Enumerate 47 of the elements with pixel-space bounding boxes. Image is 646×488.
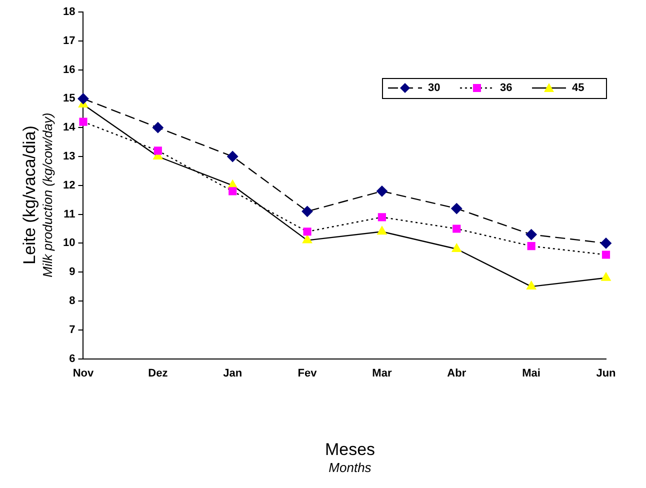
- y-tick-label: 13: [62, 150, 76, 163]
- point: [526, 229, 537, 240]
- x-tick-label: Abr: [447, 367, 467, 380]
- point: [302, 206, 313, 217]
- point: [526, 281, 536, 290]
- x-tick-label: Jun: [596, 367, 616, 380]
- legend-label: 36: [500, 82, 512, 94]
- point: [527, 242, 536, 250]
- point: [451, 203, 462, 214]
- point: [78, 93, 89, 104]
- legend-label: 30: [428, 82, 440, 94]
- x-axis-title: Meses Months: [324, 440, 376, 476]
- y-tick-label: 15: [62, 92, 76, 105]
- x-tick-label: Mai: [522, 367, 540, 380]
- point: [79, 118, 88, 126]
- point: [154, 146, 162, 155]
- point: [303, 228, 312, 236]
- y-tick-label: 6: [69, 352, 76, 365]
- point: [452, 224, 461, 233]
- point: [228, 187, 237, 196]
- point: [376, 186, 388, 197]
- point: [378, 213, 386, 222]
- y-tick-label: 9: [69, 266, 76, 278]
- x-tick-label: Mar: [372, 367, 392, 380]
- y-tick-label: 14: [62, 122, 76, 134]
- point: [452, 243, 462, 252]
- y-tick-label: 11: [64, 208, 76, 220]
- point: [152, 122, 164, 134]
- y-tick-label: 16: [62, 64, 76, 76]
- y-tick-label: 17: [62, 34, 76, 47]
- legend-label: 45: [572, 82, 584, 94]
- point: [377, 226, 387, 235]
- y-tick-label: 7: [69, 324, 76, 336]
- y-tick-label: 10: [62, 237, 76, 250]
- x-tick-label: Dez: [148, 367, 168, 380]
- y-tick-label: 18: [62, 6, 76, 18]
- point: [601, 272, 611, 281]
- y-tick-label: 12: [62, 179, 76, 192]
- y-tick-label: 8: [69, 295, 76, 308]
- x-tick-label: Nov: [72, 367, 95, 380]
- y-axis-title: Leite (kg/vaca/dia) Milk production (kg/cow/day): [20, 112, 56, 277]
- x-tick-label: Fev: [298, 367, 318, 380]
- point: [227, 151, 238, 162]
- point: [600, 238, 612, 249]
- point: [602, 250, 610, 259]
- point: [302, 234, 312, 244]
- x-tick-label: Jan: [223, 367, 242, 380]
